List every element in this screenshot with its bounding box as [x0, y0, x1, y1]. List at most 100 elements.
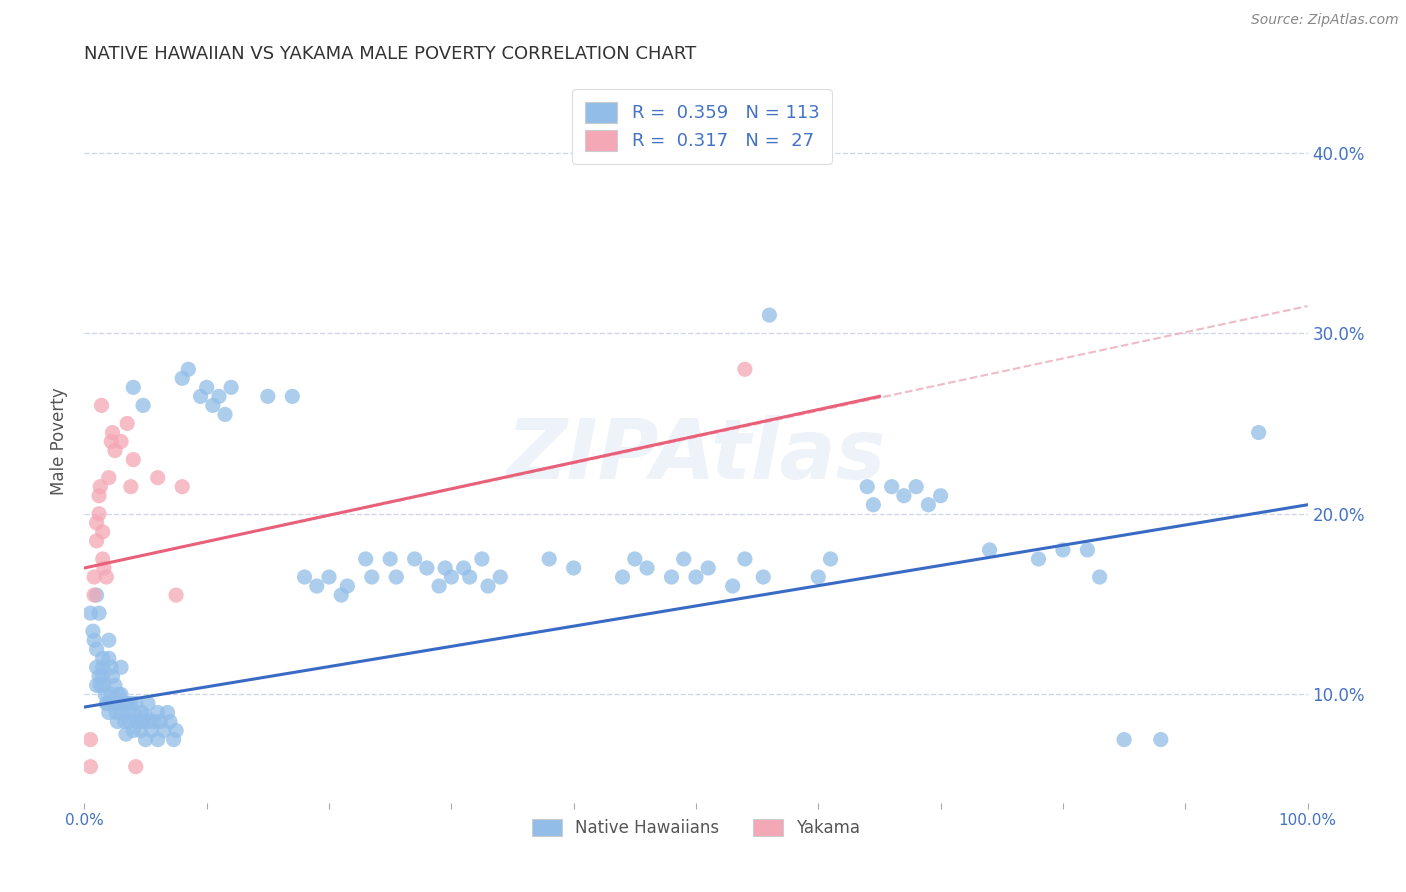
Point: [112, 697, 135, 711]
Point: [100, 434, 122, 449]
Point: [721, 579, 744, 593]
Point: [105, 706, 128, 720]
Point: [734, 362, 756, 376]
Point: [612, 570, 634, 584]
Point: [96, 697, 118, 711]
Point: [257, 389, 280, 403]
Point: [214, 408, 236, 422]
Point: [360, 570, 382, 584]
Point: [86, 660, 108, 674]
Point: [697, 561, 720, 575]
Point: [86, 678, 108, 692]
Point: [219, 380, 242, 394]
Point: [190, 389, 212, 403]
Point: [120, 697, 142, 711]
Point: [893, 489, 915, 503]
Point: [110, 706, 132, 720]
Point: [91, 651, 114, 665]
Point: [100, 660, 122, 674]
Point: [125, 697, 148, 711]
Point: [427, 579, 450, 593]
Point: [91, 524, 114, 539]
Point: [172, 371, 194, 385]
Point: [115, 727, 138, 741]
Point: [1114, 732, 1136, 747]
Point: [129, 723, 152, 738]
Point: [86, 588, 108, 602]
Point: [208, 389, 231, 403]
Point: [107, 697, 129, 711]
Point: [146, 471, 169, 485]
Point: [1052, 542, 1074, 557]
Point: [138, 714, 160, 729]
Point: [128, 714, 150, 729]
Point: [86, 516, 108, 530]
Point: [83, 570, 105, 584]
Point: [416, 561, 439, 575]
Point: [917, 498, 939, 512]
Point: [97, 697, 120, 711]
Point: [163, 732, 186, 747]
Point: [458, 570, 481, 584]
Point: [122, 706, 145, 720]
Point: [146, 732, 169, 747]
Point: [89, 480, 111, 494]
Point: [122, 723, 145, 738]
Point: [636, 561, 658, 575]
Point: [159, 714, 181, 729]
Point: [122, 452, 145, 467]
Point: [807, 570, 830, 584]
Point: [862, 498, 884, 512]
Point: [122, 380, 145, 394]
Point: [83, 633, 105, 648]
Point: [105, 714, 128, 729]
Point: [87, 489, 110, 503]
Point: [294, 570, 316, 584]
Point: [87, 669, 110, 683]
Point: [538, 552, 561, 566]
Point: [91, 552, 114, 566]
Point: [562, 561, 585, 575]
Point: [929, 489, 952, 503]
Point: [1150, 732, 1173, 747]
Point: [91, 669, 114, 683]
Point: [1088, 570, 1111, 584]
Point: [354, 552, 377, 566]
Point: [110, 687, 132, 701]
Point: [318, 570, 340, 584]
Point: [143, 714, 166, 729]
Point: [489, 570, 512, 584]
Point: [672, 552, 695, 566]
Point: [434, 561, 457, 575]
Point: [149, 714, 172, 729]
Point: [195, 380, 218, 394]
Point: [135, 732, 157, 747]
Point: [172, 480, 194, 494]
Point: [281, 389, 304, 403]
Point: [734, 552, 756, 566]
Point: [905, 480, 928, 494]
Point: [453, 561, 475, 575]
Point: [165, 723, 187, 738]
Point: [1076, 542, 1098, 557]
Point: [100, 687, 122, 701]
Point: [104, 697, 127, 711]
Point: [856, 480, 879, 494]
Point: [685, 570, 707, 584]
Point: [305, 579, 328, 593]
Point: [132, 714, 155, 729]
Point: [87, 606, 110, 620]
Point: [90, 398, 112, 412]
Point: [115, 417, 138, 431]
Point: [661, 570, 683, 584]
Point: [110, 660, 132, 674]
Point: [79, 732, 101, 747]
Point: [153, 723, 176, 738]
Point: [117, 706, 139, 720]
Y-axis label: Male Poverty: Male Poverty: [51, 388, 69, 495]
Text: NATIVE HAWAIIAN VS YAKAMA MALE POVERTY CORRELATION CHART: NATIVE HAWAIIAN VS YAKAMA MALE POVERTY C…: [84, 45, 696, 63]
Point: [380, 552, 402, 566]
Point: [97, 633, 120, 648]
Point: [132, 398, 155, 412]
Point: [201, 398, 224, 412]
